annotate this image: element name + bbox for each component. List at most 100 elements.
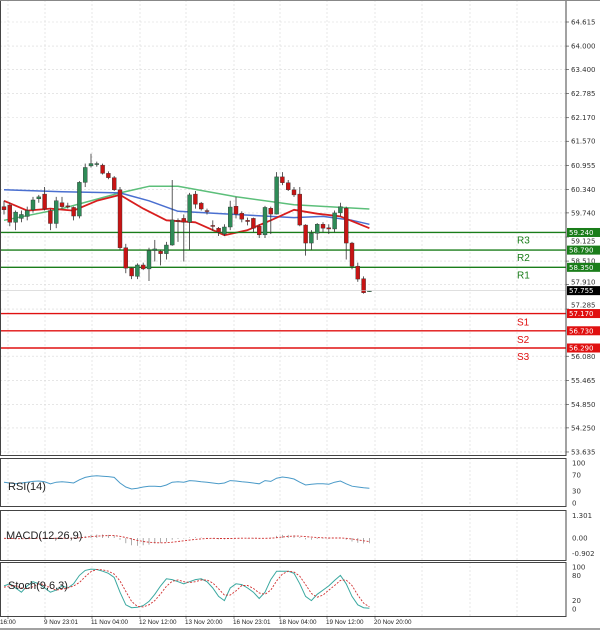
macd-tick-label: 0.00 — [572, 535, 588, 543]
candle-body — [129, 267, 134, 277]
candle-body — [25, 210, 30, 217]
candle — [274, 172, 279, 215]
candle-body — [297, 193, 302, 226]
price-tag-r3 — [567, 227, 600, 237]
candle — [198, 201, 204, 211]
candle — [361, 276, 366, 294]
candle — [326, 224, 331, 235]
price-tag-value: 59.240 — [569, 229, 594, 237]
price-tick-label: 63.400 — [571, 66, 596, 74]
candle-body — [48, 210, 53, 224]
candle — [245, 217, 250, 226]
candle-body — [332, 212, 337, 230]
time-axis-label: 9 Nov 23:01 — [44, 619, 78, 626]
price-tick-label: 59.740 — [571, 209, 596, 217]
price-tag-s3 — [567, 343, 600, 353]
candle-body — [210, 225, 216, 227]
level-label-r3: R3 — [517, 235, 530, 246]
price-tag-s2 — [567, 326, 600, 336]
candle — [1, 200, 7, 215]
price-tag-s1 — [567, 309, 600, 319]
candle-body — [349, 242, 355, 267]
price-tick-label: 60.340 — [571, 186, 596, 194]
level-label-r1: R1 — [517, 270, 530, 281]
rsi-tick-label: 0 — [572, 500, 576, 508]
candle-body — [187, 194, 192, 223]
candle — [82, 163, 88, 188]
candle-body — [77, 182, 82, 217]
candle-body — [175, 220, 181, 222]
candle — [25, 206, 30, 221]
candle — [129, 267, 134, 280]
candle — [210, 220, 216, 231]
candle-body — [286, 182, 291, 191]
candle — [36, 194, 41, 203]
candle-body — [257, 226, 262, 236]
candle-body — [100, 164, 105, 174]
time-axis-label: 16 Nov 23:01 — [233, 619, 271, 626]
current-price-value: 57.755 — [569, 287, 594, 295]
candle — [344, 206, 349, 260]
rsi-line — [3, 475, 370, 490]
candle — [291, 187, 297, 197]
candle — [48, 208, 53, 231]
candle-body — [106, 173, 111, 178]
candle — [251, 217, 256, 233]
candle-body — [19, 214, 24, 219]
price-tag-value: 56.730 — [569, 327, 594, 335]
price-tick-label: 64.000 — [571, 43, 596, 51]
level-label-s1: S1 — [517, 318, 530, 329]
price-tag-value: 58.350 — [569, 264, 594, 272]
stoch-tick-label: 80 — [572, 572, 581, 580]
candle — [320, 222, 326, 233]
candle — [100, 163, 105, 175]
stoch-tick-label: 100 — [572, 564, 585, 572]
candle — [158, 249, 163, 266]
price-tick-label: 57.285 — [571, 302, 596, 310]
candle-body — [1, 206, 7, 210]
candle — [59, 196, 65, 209]
candle-body — [233, 206, 239, 215]
macd-tick-label: 1.301 — [572, 512, 592, 520]
candle — [315, 223, 320, 240]
candle-body — [123, 247, 129, 269]
candle-body — [315, 224, 320, 234]
candle — [117, 187, 123, 250]
candle — [111, 176, 117, 191]
candle-body — [361, 278, 366, 293]
rsi-title: RSI(14) — [8, 481, 46, 493]
current-price-tag — [567, 286, 600, 296]
candle-body — [198, 202, 204, 210]
candle-body — [71, 207, 76, 217]
moving-average-red — [3, 194, 370, 237]
candle — [54, 196, 59, 229]
candle-body — [7, 204, 13, 223]
rsi-tick-label: 100 — [572, 460, 585, 468]
candle-body — [320, 224, 326, 229]
price-tick-label: 55.465 — [571, 377, 596, 385]
candle-body — [344, 208, 349, 244]
candle — [262, 205, 268, 238]
level-label-s3: S3 — [517, 352, 530, 363]
candle — [227, 200, 233, 231]
candle — [106, 171, 111, 180]
candle — [309, 230, 314, 250]
candle — [135, 263, 140, 280]
stoch-tick-label: 0 — [572, 606, 576, 614]
candle-body — [262, 207, 268, 236]
candle — [94, 161, 100, 167]
candle — [181, 214, 187, 262]
candle — [42, 187, 47, 211]
candle-body — [251, 218, 256, 229]
candle — [338, 202, 343, 217]
time-axis-label: 13 Nov 20:00 — [185, 619, 223, 626]
candle-body — [227, 206, 233, 228]
time-axis-label: 18 Nov 04:00 — [279, 619, 317, 626]
price-tick-label: 54.250 — [571, 424, 596, 432]
candle — [7, 202, 13, 227]
stoch-tick-label: 20 — [572, 597, 581, 605]
stoch-signal-line — [3, 569, 370, 608]
candle — [169, 180, 175, 246]
candle — [233, 196, 239, 219]
